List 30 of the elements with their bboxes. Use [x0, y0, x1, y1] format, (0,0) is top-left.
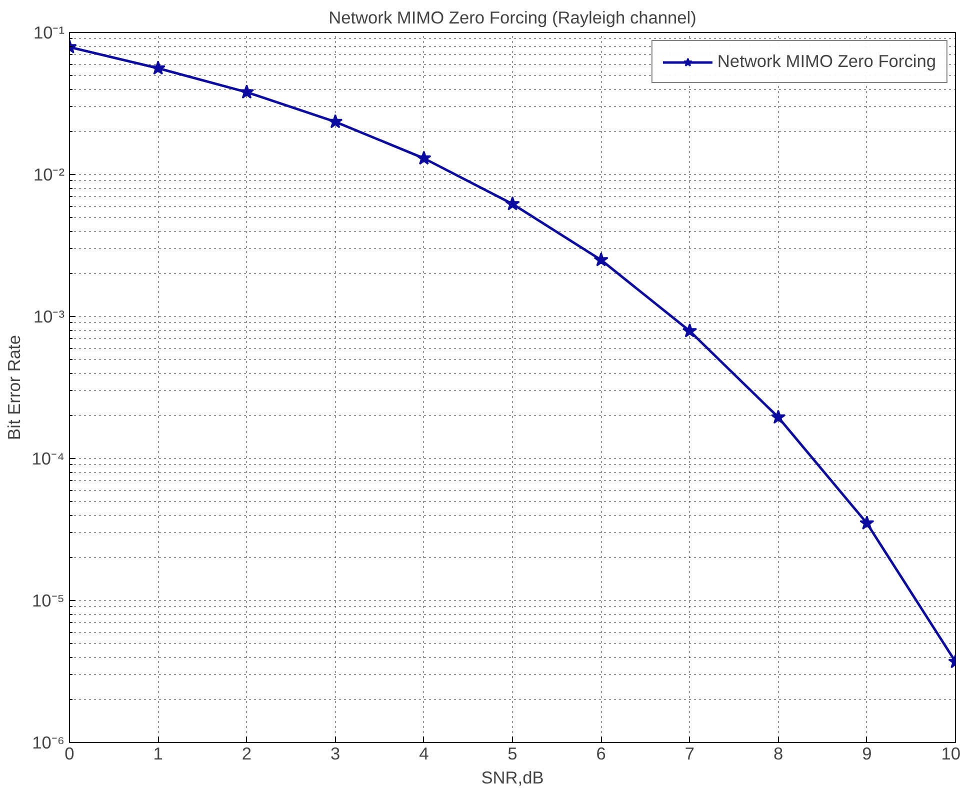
x-tick-label: 4 [419, 744, 430, 764]
x-axis-title: SNR,dB [481, 768, 544, 788]
x-tick-label: 9 [862, 744, 872, 764]
x-tick-label: 3 [330, 744, 340, 764]
chart-title: Network MIMO Zero Forcing (Rayleigh channel) [328, 8, 696, 28]
x-tick-label: 10 [941, 744, 961, 764]
x-tick-label: 6 [596, 744, 606, 764]
legend-label: Network MIMO Zero Forcing [717, 51, 936, 72]
point [770, 410, 786, 424]
y-axis-title: Bit Error Rate [4, 335, 24, 440]
x-tick-label: 1 [153, 744, 163, 764]
y-tick-label: 10⁻¹ [33, 22, 65, 42]
point [416, 150, 432, 165]
y-tick-label: 10⁻² [33, 164, 65, 184]
y-tick-label: 10⁻⁶ [32, 732, 65, 752]
point [328, 114, 343, 128]
point [505, 196, 520, 210]
x-tick-label: 8 [773, 744, 784, 764]
y-tick-label: 10⁻³ [33, 306, 65, 326]
point [239, 84, 254, 99]
y-tick-label: 10⁻⁵ [32, 590, 65, 610]
point [682, 323, 698, 338]
point [594, 252, 609, 266]
x-tick-label: 7 [684, 744, 695, 764]
point [859, 515, 874, 530]
x-tick-label: 2 [242, 744, 252, 764]
x-tick-label: 5 [508, 744, 518, 764]
y-tick-label: 10⁻⁴ [32, 448, 65, 468]
x-tick-label: 0 [64, 744, 74, 764]
point [150, 60, 166, 75]
